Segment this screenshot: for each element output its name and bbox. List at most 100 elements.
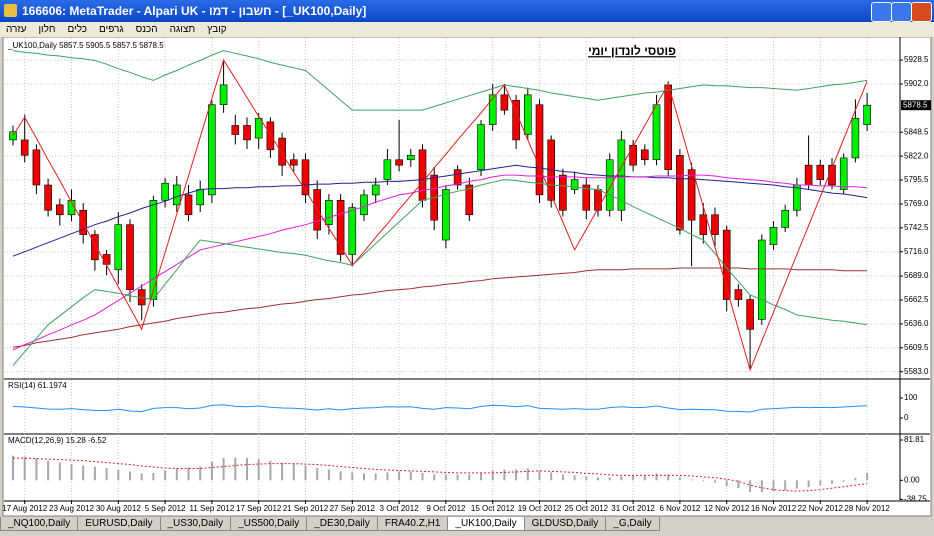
candle-body [371,184,380,196]
histogram-bar [632,475,635,481]
histogram-bar [608,477,611,481]
chart-tab[interactable]: _G,Daily [605,517,660,531]
x-tick-label: 17 Sep 2012 [236,504,282,513]
indicator-line [12,164,868,257]
x-tick-label: 25 Oct 2012 [565,504,609,513]
x-tick-label: 11 Sep 2012 [190,504,235,513]
candle-body [20,139,29,156]
histogram-bar [526,468,529,481]
title-bar: 166606: MetaTrader - Alpari UK - חשבון -… [0,0,934,22]
candle-body [231,125,240,135]
histogram-bar [35,458,38,481]
histogram-bar [690,479,693,481]
chart-tab[interactable]: _DE30,Daily [306,517,378,531]
histogram-bar [70,464,73,481]
candle-body [781,209,790,228]
maximize-button[interactable] [891,2,912,22]
candle-body [278,137,286,166]
candle-body [91,234,99,261]
candle-body [289,159,298,166]
chart-tab[interactable]: EURUSD,Daily [77,517,161,531]
candle-body [44,184,52,211]
y-tick-label: 0 [904,413,909,422]
candle-body [734,289,743,300]
x-tick-label: 17 Aug 2012 [2,504,47,513]
chart-tab[interactable]: _UK100,Daily [447,517,525,531]
menu-item[interactable]: תצוגה [169,24,196,35]
y-tick-label: 5636.0 [904,319,929,328]
histogram-bar [468,474,471,481]
candle-body [559,174,567,211]
x-tick-label: 3 Oct 2012 [380,504,420,513]
histogram-bar [304,465,307,481]
histogram-bar [831,480,833,484]
x-tick-label: 28 Nov 2012 [844,504,890,513]
histogram-bar [58,462,61,481]
chart-tab[interactable]: _NQ100,Daily [0,517,79,531]
candle-body [9,131,17,141]
y-tick-label: 81.81 [904,435,925,444]
indicator-line [12,267,868,348]
y-tick-label: 5769.0 [904,199,929,208]
y-tick-label: 0.00 [904,475,920,484]
chart-tabs: _NQ100,Daily EURUSD,Daily _US30,Daily _US50… [0,517,934,536]
histogram-bar [784,480,787,491]
histogram-bar [93,466,96,481]
histogram-bar [187,467,190,481]
histogram-bar [480,472,482,481]
indicator-line [12,174,868,351]
histogram-bar [456,474,459,481]
chart-tab[interactable]: _US500,Daily [230,517,308,531]
candle-body [173,184,181,206]
chart-tab[interactable]: GLDUSD,Daily [523,517,607,531]
histogram-bar [561,474,564,481]
x-tick-label: 21 Sep 2012 [283,504,329,513]
histogram-bar [597,477,599,481]
menu-item[interactable]: קובץ [207,24,227,35]
histogram-bar [655,473,658,481]
menu-item[interactable]: כלים [67,24,88,35]
chart: 17 Aug 2012 23 Aug 2012 30 Aug 2012 5 Sep 2… [2,37,932,517]
minimize-button[interactable] [871,2,892,22]
candle-body [851,117,860,159]
chart-tab[interactable]: FRA40.Z,H1 [376,517,449,531]
histogram-bar [585,476,588,481]
close-button[interactable] [911,2,932,22]
candle-body [676,154,684,231]
histogram-bar [234,457,237,481]
window-title: 166606: MetaTrader - Alpari UK - חשבון -… [22,4,367,18]
histogram-bar [620,476,623,481]
histogram-bar [573,475,576,481]
candle-body [196,189,204,206]
candle-body [102,254,111,265]
x-tick-label: 23 Aug 2012 [49,504,94,513]
candle-body [605,159,614,211]
x-tick-label: 15 Oct 2012 [471,504,515,513]
histogram-bar [491,470,494,481]
histogram-bar [199,466,202,481]
candle-body [406,154,415,161]
menu-item[interactable]: עזרה [6,24,27,35]
candle-body [863,104,871,125]
histogram-bar [140,473,143,481]
menu-item[interactable]: חלון [38,24,56,35]
histogram-bar [12,455,14,481]
chart-title: פוטסי לונדון יומי [588,44,676,58]
histogram-bar [409,471,412,481]
indicator-line [12,404,868,413]
menu-item[interactable]: הכנס [135,24,158,35]
histogram-bar [257,459,260,481]
candle-body [757,239,766,320]
x-tick-label: 6 Nov 2012 [659,504,700,513]
histogram-bar [281,462,284,481]
chart-tab[interactable]: _US30,Daily [159,517,232,531]
menu-item[interactable]: גרפים [99,24,124,35]
histogram-bar [795,480,798,489]
candle-body [769,227,778,245]
x-tick-label: 30 Aug 2012 [96,504,141,513]
candle-body [629,145,637,166]
candle-body [126,224,134,290]
x-tick-label: 12 Nov 2012 [704,504,750,513]
candle-body [640,149,649,161]
histogram-bar [351,472,354,481]
